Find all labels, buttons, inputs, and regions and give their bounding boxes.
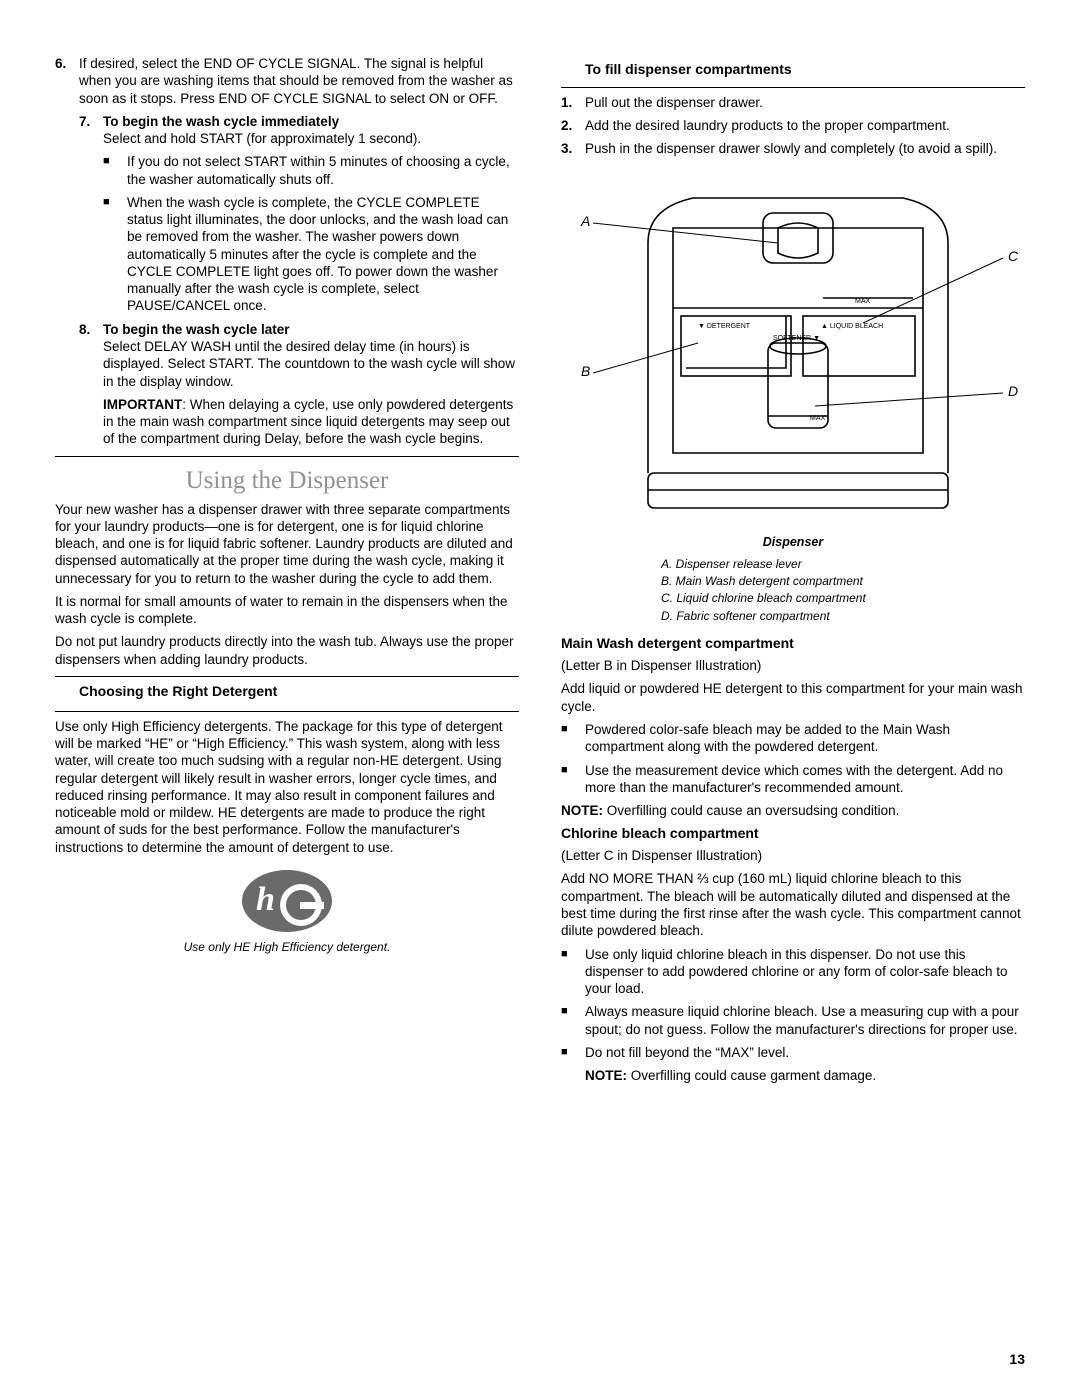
label-b: B: [581, 363, 590, 379]
bullet-text: Always measure liquid chlorine bleach. U…: [585, 1003, 1025, 1038]
dispenser-diagram: A B C D MAX MAX ▼ DETERGENT ▲ LIQUID BLE…: [561, 168, 1025, 626]
step-text: Pull out the dispenser drawer.: [585, 94, 1025, 111]
note-label: NOTE:: [561, 803, 603, 818]
important-label: IMPORTANT: [103, 397, 182, 412]
cb-b3-text: Do not fill beyond the “MAX” level.: [585, 1045, 789, 1060]
divider: [55, 456, 519, 457]
step-7-title: To begin the wash cycle immediately: [103, 114, 339, 129]
fill-step-1: 1. Pull out the dispenser drawer.: [561, 94, 1025, 111]
subheading: To fill dispenser compartments: [561, 61, 1025, 79]
detergent-paragraph: Use only High Efficiency detergents. The…: [55, 718, 519, 856]
legend-d: D. Fabric softener compartment: [661, 608, 1025, 625]
note-label: NOTE:: [585, 1068, 627, 1083]
step-6: 6. If desired, select the END OF CYCLE S…: [55, 55, 519, 107]
step-text: Add the desired laundry products to the …: [585, 117, 1025, 134]
bullet-item: ■ Powdered color-safe bleach may be adde…: [561, 721, 1025, 756]
fill-step-3: 3. Push in the dispenser drawer slowly a…: [561, 140, 1025, 157]
bullet-item: ■ Use only liquid chlorine bleach in thi…: [561, 946, 1025, 998]
bullet-item: ■ Do not fill beyond the “MAX” level. NO…: [561, 1044, 1025, 1085]
diagram-caption: Dispenser: [561, 534, 1025, 550]
fill-step-2: 2. Add the desired laundry products to t…: [561, 117, 1025, 134]
dispenser-svg: A B C D MAX MAX ▼ DETERGENT ▲ LIQUID BLE…: [563, 168, 1023, 528]
step-text: To begin the wash cycle immediately Sele…: [103, 113, 519, 148]
bullet-item: ■ When the wash cycle is complete, the C…: [103, 194, 519, 315]
divider: [55, 711, 519, 712]
bullet-text: When the wash cycle is complete, the CYC…: [127, 194, 519, 315]
square-bullet-icon: ■: [561, 762, 585, 797]
step-7: 7. To begin the wash cycle immediately S…: [79, 113, 519, 148]
step-number: 7.: [79, 113, 103, 148]
he-logo-icon: h: [242, 870, 332, 932]
intro-paragraph: It is normal for small amounts of water …: [55, 593, 519, 628]
step-text: Push in the dispenser drawer slowly and …: [585, 140, 1025, 157]
divider: [55, 676, 519, 677]
step-number: 3.: [561, 140, 585, 157]
square-bullet-icon: ■: [561, 721, 585, 756]
mw-paragraph: Add liquid or powdered HE detergent to t…: [561, 680, 1025, 715]
label-bleach: ▲ LIQUID BLEACH: [821, 323, 883, 330]
legend-c: C. Liquid chlorine bleach compartment: [661, 590, 1025, 607]
mw-note: NOTE: Overfilling could cause an oversud…: [561, 802, 1025, 819]
cb-subtitle: (Letter C in Dispenser Illustration): [561, 847, 1025, 864]
label-max: MAX: [810, 415, 826, 422]
intro-paragraph: Your new washer has a dispenser drawer w…: [55, 501, 519, 587]
label-max: MAX: [855, 298, 871, 305]
square-bullet-icon: ■: [103, 194, 127, 315]
subheading: Main Wash detergent compartment: [561, 635, 1025, 653]
step-text: If desired, select the END OF CYCLE SIGN…: [79, 55, 519, 107]
legend-b: B. Main Wash detergent compartment: [661, 573, 1025, 590]
square-bullet-icon: ■: [561, 946, 585, 998]
bullet-text: Use only liquid chlorine bleach in this …: [585, 946, 1025, 998]
step-8-body: Select DELAY WASH until the desired dela…: [103, 339, 515, 389]
bullet-text: Do not fill beyond the “MAX” level. NOTE…: [585, 1044, 1025, 1085]
label-softener: SOFTENER ▼: [773, 335, 820, 342]
section-heading: Using the Dispenser: [55, 465, 519, 497]
bullet-item: ■ Always measure liquid chlorine bleach.…: [561, 1003, 1025, 1038]
logo-caption: Use only HE High Efficiency detergent.: [55, 940, 519, 955]
mw-subtitle: (Letter B in Dispenser Illustration): [561, 657, 1025, 674]
label-c: C: [1008, 248, 1019, 264]
label-a: A: [580, 213, 590, 229]
he-logo-wrap: h Use only HE High Efficiency detergent.: [55, 870, 519, 956]
two-column-layout: 6. If desired, select the END OF CYCLE S…: [55, 55, 1025, 1090]
bullet-item: ■ Use the measurement device which comes…: [561, 762, 1025, 797]
step-number: 8.: [79, 321, 103, 390]
diagram-legend: A. Dispenser release lever B. Main Wash …: [661, 556, 1025, 626]
legend-a: A. Dispenser release lever: [661, 556, 1025, 573]
note-text: Overfilling could cause garment damage.: [627, 1068, 876, 1083]
step-text: To begin the wash cycle later Select DEL…: [103, 321, 519, 390]
bullet-item: ■ If you do not select START within 5 mi…: [103, 153, 519, 188]
note-text: Overfilling could cause an oversudsing c…: [603, 803, 899, 818]
step-8-important: IMPORTANT: When delaying a cycle, use on…: [79, 396, 519, 448]
square-bullet-icon: ■: [561, 1003, 585, 1038]
right-column: To fill dispenser compartments 1. Pull o…: [561, 55, 1025, 1090]
step-7-body: Select and hold START (for approximately…: [103, 131, 421, 146]
step-number: 2.: [561, 117, 585, 134]
step-number: 1.: [561, 94, 585, 111]
label-d: D: [1008, 383, 1018, 399]
bullet-text: Use the measurement device which comes w…: [585, 762, 1025, 797]
divider: [561, 87, 1025, 88]
step-8-title: To begin the wash cycle later: [103, 322, 290, 337]
intro-paragraph: Do not put laundry products directly int…: [55, 633, 519, 668]
subheading: Choosing the Right Detergent: [55, 683, 519, 705]
square-bullet-icon: ■: [561, 1044, 585, 1085]
bullet-text: Powdered color-safe bleach may be added …: [585, 721, 1025, 756]
square-bullet-icon: ■: [103, 153, 127, 188]
step-number: 6.: [55, 55, 79, 107]
subheading: Chlorine bleach compartment: [561, 825, 1025, 843]
bullet-text: If you do not select START within 5 minu…: [127, 153, 519, 188]
page-number: 13: [1009, 1351, 1025, 1369]
cb-paragraph: Add NO MORE THAN ⅔ cup (160 mL) liquid c…: [561, 870, 1025, 939]
step-8: 8. To begin the wash cycle later Select …: [79, 321, 519, 390]
left-column: 6. If desired, select the END OF CYCLE S…: [55, 55, 519, 1090]
label-detergent: ▼ DETERGENT: [698, 323, 751, 330]
